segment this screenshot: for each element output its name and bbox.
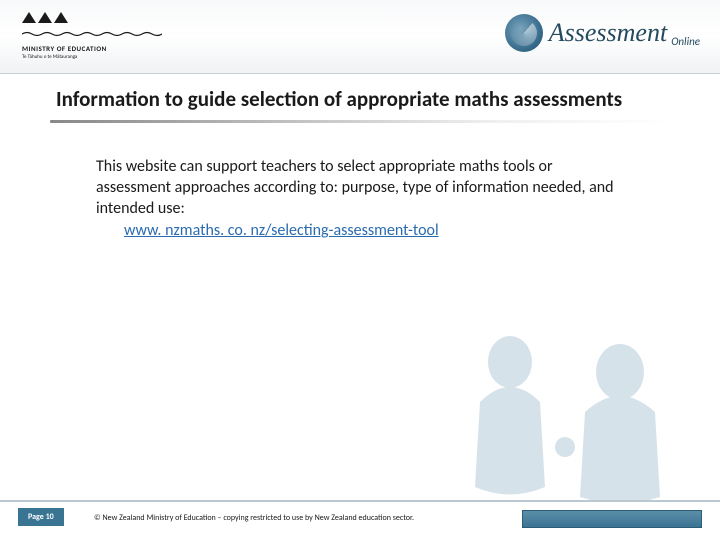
footer-divider — [0, 500, 720, 502]
assessment-online-logo: Assessment Online — [505, 14, 700, 52]
copyright-text: © New Zealand Ministry of Education – co… — [94, 513, 414, 523]
ministry-name: MINISTRY OF EDUCATION — [22, 44, 162, 53]
brand-main-text: Assessment — [549, 18, 667, 48]
footer-accent-bar — [522, 510, 702, 528]
koru-swirl-icon — [505, 14, 543, 52]
title-underline — [50, 120, 670, 123]
slide-body-text: This website can support teachers to sel… — [96, 157, 630, 219]
brand-sub-text: Online — [671, 35, 700, 48]
ministry-logo: MINISTRY OF EDUCATION Te Tāhuhu o te Māt… — [22, 12, 162, 62]
ministry-wave-icon — [22, 31, 162, 37]
nzmaths-link[interactable]: www. nzmaths. co. nz/selecting-assessmen… — [124, 221, 439, 240]
slide-title: Information to guide selection of approp… — [56, 86, 670, 112]
slide-header: MINISTRY OF EDUCATION Te Tāhuhu o te Māt… — [0, 0, 720, 74]
page-number-badge: Page 10 — [18, 508, 64, 526]
slide-content: Information to guide selection of approp… — [0, 86, 720, 242]
background-watermark-icon — [420, 302, 700, 502]
ministry-subtitle: Te Tāhuhu o te Mātauranga — [22, 54, 162, 60]
slide-footer: Page 10 © New Zealand Ministry of Educat… — [0, 500, 720, 540]
link-container: www. nzmaths. co. nz/selecting-assessmen… — [124, 221, 630, 242]
ministry-mountains-icon — [22, 12, 162, 23]
